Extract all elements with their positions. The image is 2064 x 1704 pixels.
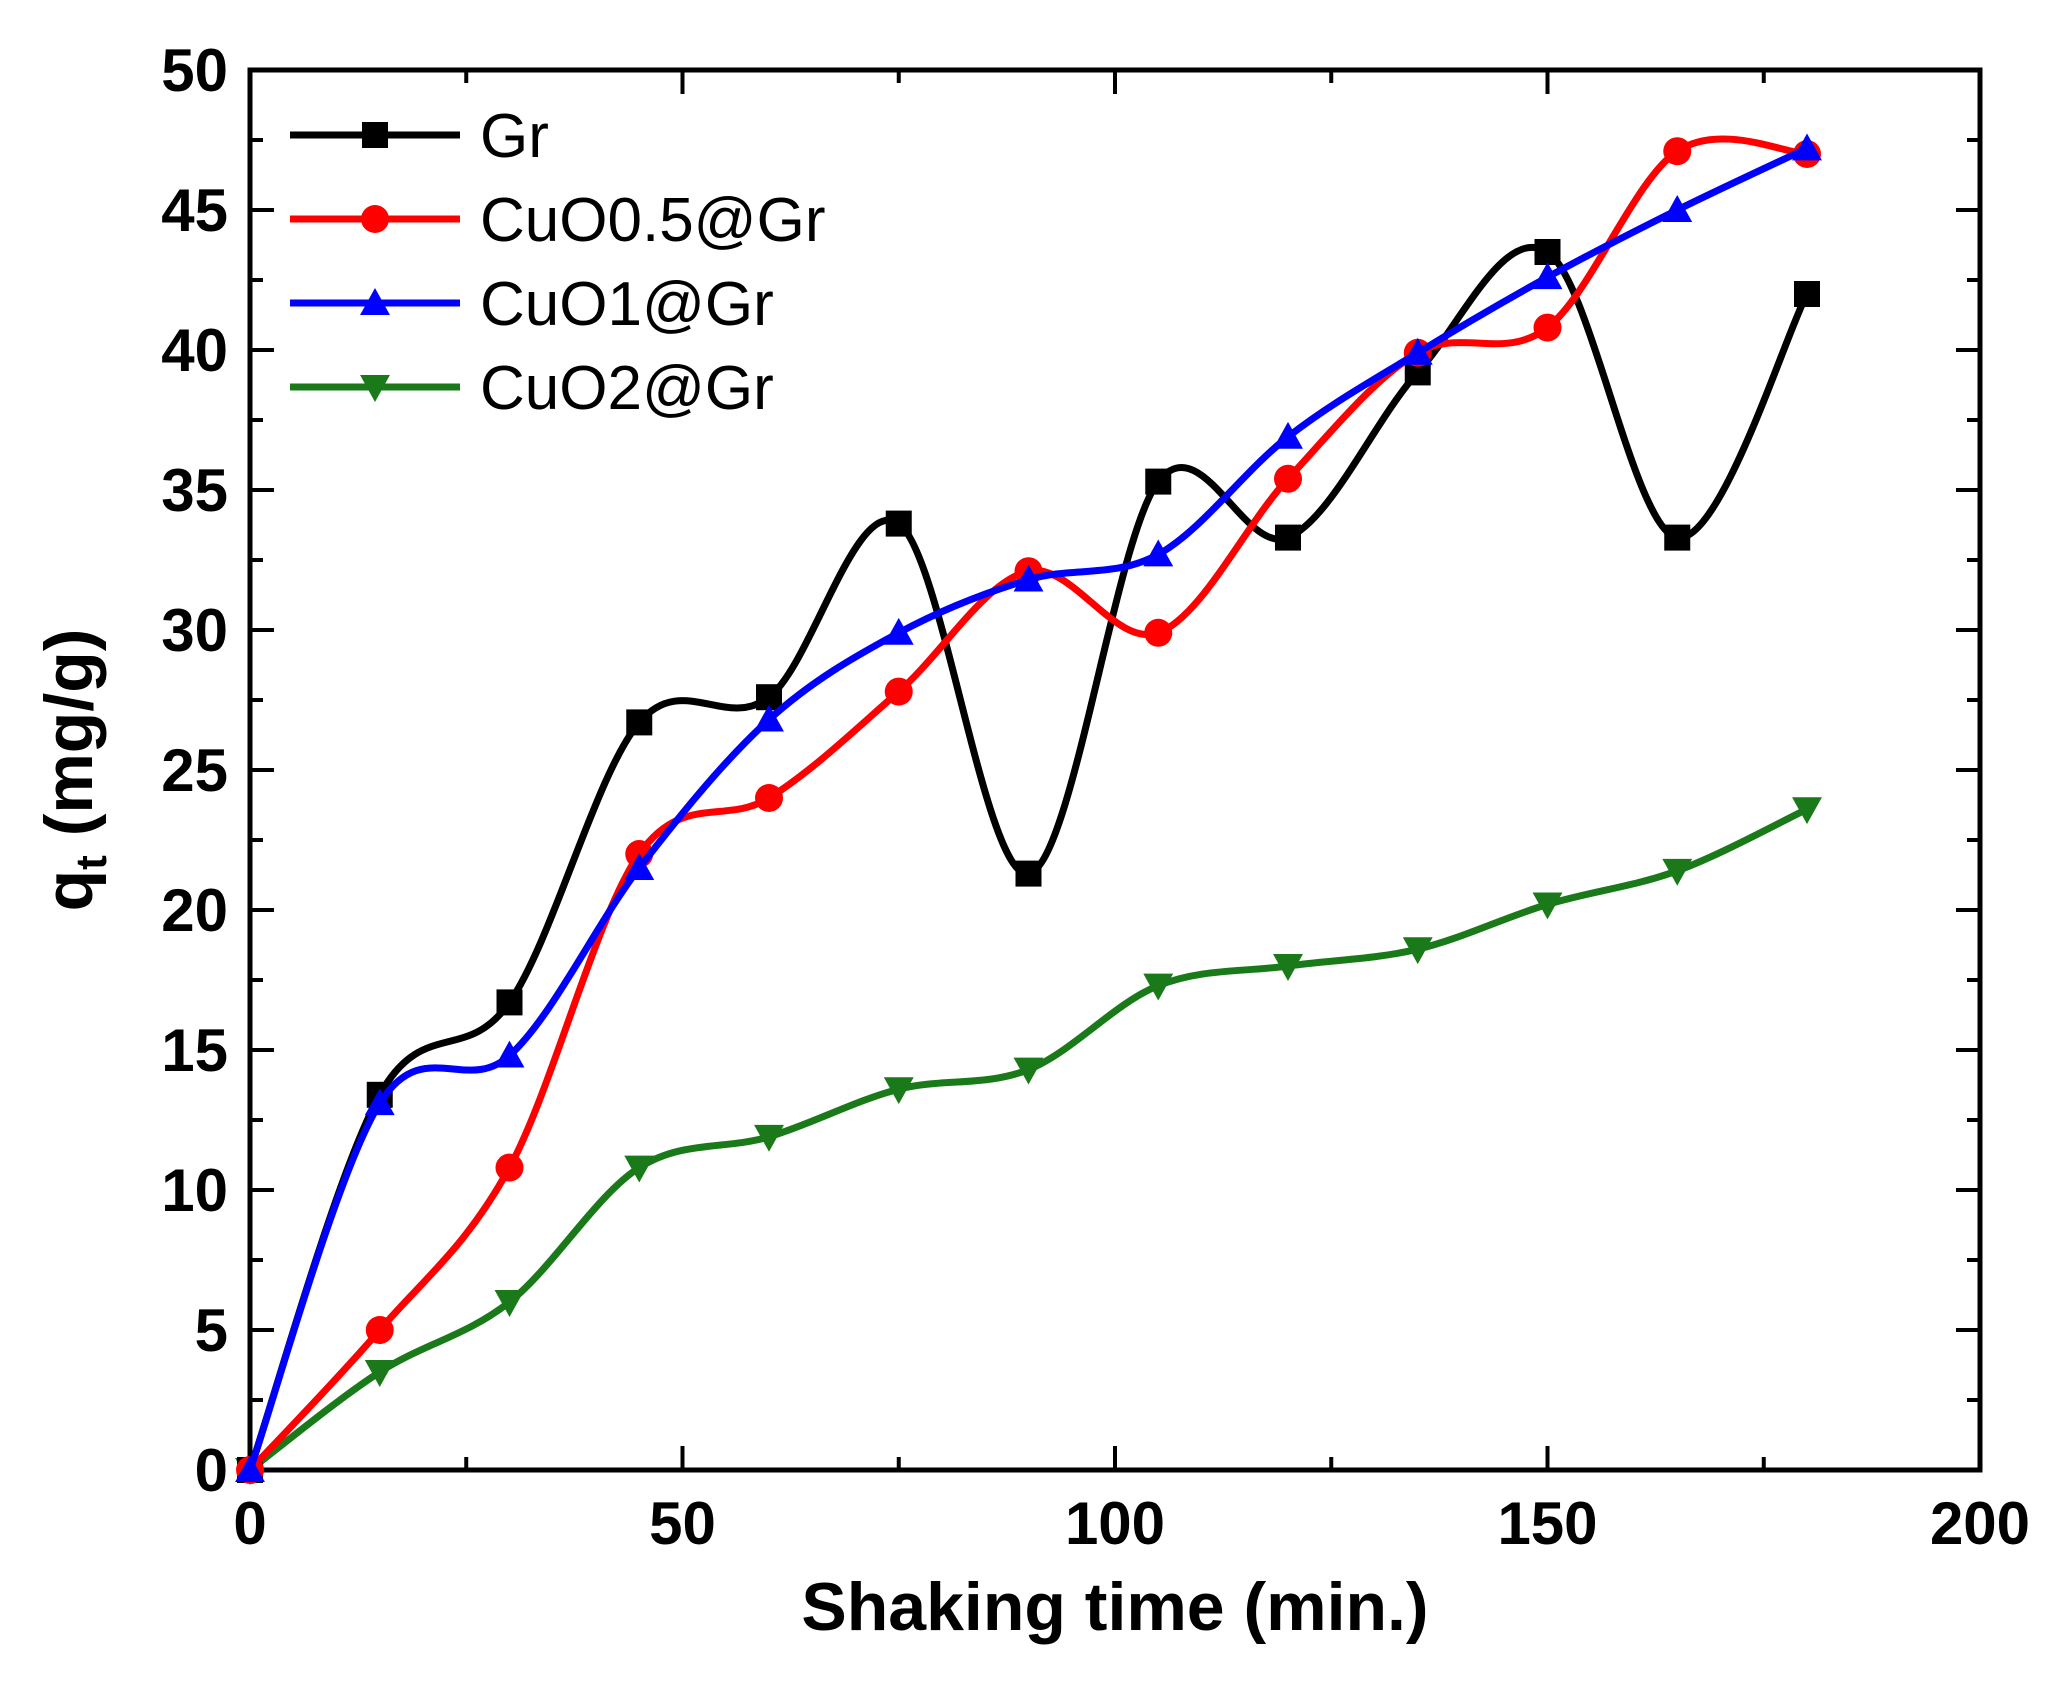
series-line-gr bbox=[246, 243, 1811, 1474]
y-axis-label-subscript: t bbox=[67, 855, 116, 870]
data-point-cuo0-5-gr bbox=[884, 677, 913, 706]
y-tick-label: 10 bbox=[161, 1157, 228, 1224]
series-gr bbox=[237, 239, 1820, 1483]
data-point-cuo1-gr bbox=[1662, 195, 1693, 222]
data-point-cuo1-gr bbox=[624, 853, 655, 880]
data-point-gr bbox=[1534, 239, 1561, 265]
data-point-cuo0-5-gr bbox=[755, 784, 783, 812]
data-point-cuo1-gr bbox=[1273, 421, 1303, 449]
legend: Gr CuO0.5@Gr CuO1@Gr CuO2@Gr bbox=[290, 102, 825, 423]
data-point-cuo2-gr bbox=[1143, 973, 1174, 1001]
data-point-cuo1-gr bbox=[1013, 564, 1044, 592]
legend-label-cuo2-gr: CuO2@Gr bbox=[480, 354, 774, 423]
data-point-cuo1-gr bbox=[235, 1455, 265, 1482]
data-point-cuo1-gr bbox=[1143, 539, 1174, 567]
x-tick-label: 100 bbox=[1065, 1490, 1165, 1557]
data-point-cuo1-gr bbox=[494, 1040, 525, 1068]
data-point-cuo0-5-gr bbox=[1663, 137, 1692, 166]
legend-label-gr: Gr bbox=[480, 102, 549, 171]
data-point-cuo0-5-gr bbox=[1533, 313, 1562, 342]
data-point-cuo2-gr bbox=[1662, 858, 1693, 886]
y-axis-label-unit: (mg/g) bbox=[31, 629, 107, 856]
data-point-cuo2-gr bbox=[1013, 1057, 1044, 1085]
data-point-cuo1-gr bbox=[364, 1088, 395, 1116]
y-tick-label: 30 bbox=[161, 597, 228, 664]
data-point-cuo2-gr bbox=[883, 1077, 914, 1105]
y-tick-label: 0 bbox=[195, 1437, 228, 1504]
legend-marker-cuo1-gr bbox=[360, 288, 390, 315]
y-tick-label: 15 bbox=[161, 1017, 228, 1084]
series-cuo0-5-gr bbox=[236, 135, 1821, 1484]
data-point-gr bbox=[1015, 860, 1042, 887]
y-axis-label: qt (mg/g) bbox=[31, 629, 116, 912]
data-point-cuo1-gr bbox=[883, 617, 914, 645]
legend-marker-cuo0-5-gr bbox=[361, 205, 389, 233]
y-tick-label: 50 bbox=[161, 37, 228, 104]
data-point-gr bbox=[1664, 524, 1691, 551]
y-tick-label: 45 bbox=[161, 177, 228, 244]
x-tick-label: 150 bbox=[1497, 1490, 1597, 1557]
x-axis-label: Shaking time (min.) bbox=[801, 1569, 1428, 1645]
series-cuo1-gr bbox=[235, 133, 1822, 1482]
legend-marker-cuo2-gr bbox=[360, 375, 390, 402]
legend-label-cuo0-5-gr: CuO0.5@Gr bbox=[480, 186, 825, 255]
data-point-cuo2-gr bbox=[364, 1360, 395, 1387]
data-point-cuo0-5-gr bbox=[495, 1153, 524, 1182]
y-tick-label: 20 bbox=[161, 877, 228, 944]
y-axis-label-main: q bbox=[31, 870, 107, 912]
series-cuo2-gr bbox=[235, 797, 1822, 1485]
data-point-cuo1-gr bbox=[1792, 133, 1822, 161]
y-tick-label: 25 bbox=[161, 737, 228, 804]
data-point-cuo1-gr bbox=[1402, 337, 1433, 365]
x-tick-label: 0 bbox=[233, 1490, 266, 1557]
data-point-gr bbox=[885, 510, 912, 537]
data-point-cuo0-5-gr bbox=[1274, 464, 1302, 493]
data-point-cuo0-5-gr bbox=[365, 1316, 394, 1344]
data-point-cuo2-gr bbox=[1792, 797, 1822, 825]
data-point-cuo2-gr bbox=[1532, 892, 1563, 920]
y-tick-label: 5 bbox=[195, 1297, 228, 1364]
data-point-gr bbox=[1794, 281, 1820, 307]
data-point-cuo0-5-gr bbox=[1144, 618, 1173, 647]
legend-label-cuo1-gr: CuO1@Gr bbox=[480, 270, 774, 339]
y-tick-label: 35 bbox=[161, 457, 228, 524]
data-point-gr bbox=[496, 989, 523, 1016]
x-tick-label: 200 bbox=[1930, 1490, 2030, 1557]
data-point-cuo2-gr bbox=[494, 1290, 525, 1317]
data-point-gr bbox=[1145, 468, 1172, 495]
data-point-cuo2-gr bbox=[1402, 937, 1433, 965]
x-tick-label: 50 bbox=[649, 1490, 716, 1557]
series-line-cuo2-gr bbox=[246, 805, 1811, 1474]
data-point-cuo2-gr bbox=[754, 1124, 784, 1152]
legend-marker-gr bbox=[362, 122, 388, 148]
data-point-gr bbox=[626, 709, 653, 736]
y-tick-label: 40 bbox=[161, 317, 228, 384]
data-point-cuo2-gr bbox=[624, 1155, 655, 1183]
data-point-cuo1-gr bbox=[754, 704, 784, 732]
data-point-cuo1-gr bbox=[1532, 262, 1563, 290]
series-line-cuo1-gr bbox=[246, 144, 1811, 1474]
data-point-cuo2-gr bbox=[1273, 954, 1303, 981]
data-point-gr bbox=[1275, 524, 1301, 551]
